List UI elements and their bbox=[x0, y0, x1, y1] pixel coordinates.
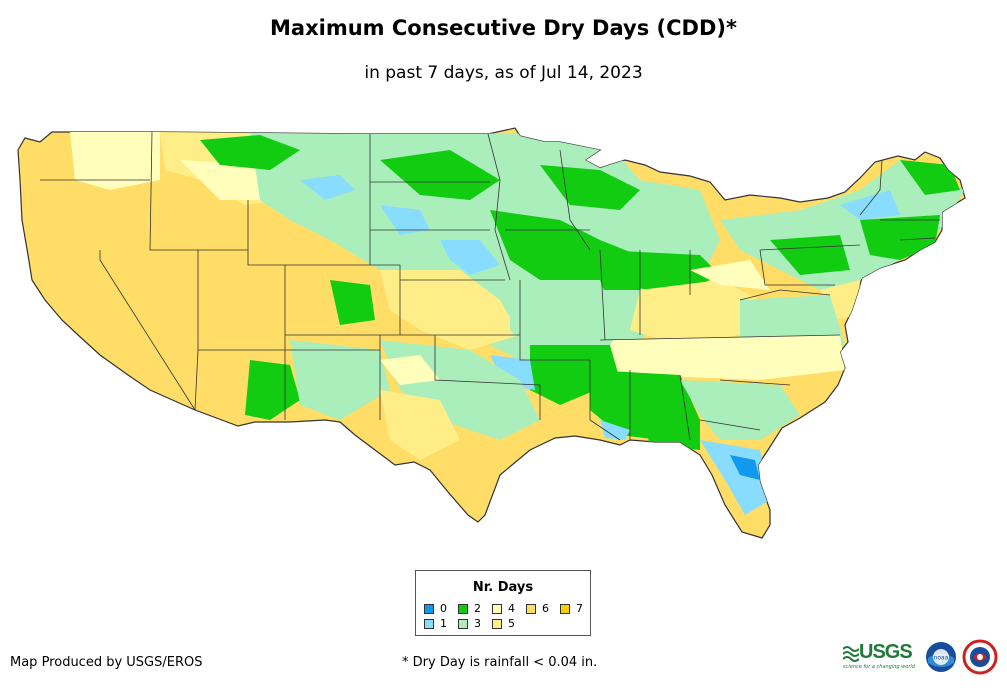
legend-label: 0 bbox=[440, 602, 447, 615]
legend-title: Nr. Days bbox=[472, 580, 534, 595]
region-5-days bbox=[380, 270, 520, 350]
legend-label: 3 bbox=[474, 617, 481, 630]
usgs-logo-text: USGS bbox=[859, 641, 913, 663]
legend-item-4: 4 bbox=[492, 603, 515, 615]
legend-item-2: 2 bbox=[458, 603, 481, 615]
legend-item-5: 5 bbox=[492, 618, 515, 630]
usgs-wave-icon bbox=[843, 646, 859, 662]
region-1-day bbox=[700, 440, 770, 515]
legend-item-0: 0 bbox=[424, 603, 447, 615]
legend-swatch bbox=[560, 604, 570, 614]
legend-swatch bbox=[492, 619, 502, 629]
region-3-days bbox=[510, 280, 620, 360]
map-title: Maximum Consecutive Dry Days (CDD)* bbox=[270, 16, 737, 40]
region-4-days bbox=[600, 335, 845, 380]
region-2-days bbox=[640, 410, 700, 450]
noaa-logo-text: noaa bbox=[934, 655, 949, 662]
noaa-logo: noaa bbox=[926, 642, 956, 672]
region-0-days bbox=[730, 455, 760, 480]
legend-item-7: 7 bbox=[560, 603, 583, 615]
region-2-days bbox=[770, 235, 850, 275]
us-cdd-map bbox=[17, 127, 966, 539]
cdd-color-regions bbox=[70, 132, 965, 515]
region-2-days bbox=[380, 150, 500, 200]
legend-swatch bbox=[424, 604, 434, 614]
region-4-days bbox=[70, 132, 160, 190]
region-2-days bbox=[900, 160, 960, 195]
region-2-days bbox=[200, 135, 300, 170]
state-borders bbox=[40, 131, 940, 441]
legend-label: 2 bbox=[474, 602, 481, 615]
region-4-days bbox=[380, 355, 440, 385]
legend-label: 5 bbox=[508, 617, 515, 630]
legend: Nr. Days 0 1 2 3 4 5 6 7 bbox=[415, 570, 591, 636]
footnote-text: * Dry Day is rainfall < 0.04 in. bbox=[402, 655, 598, 670]
legend-swatch bbox=[458, 619, 468, 629]
legend-label: 7 bbox=[576, 602, 583, 615]
region-4-days bbox=[180, 160, 270, 200]
region-1-day bbox=[380, 205, 430, 235]
region-2-days bbox=[860, 215, 940, 260]
legend-item-6: 6 bbox=[526, 603, 549, 615]
region-3-days bbox=[290, 340, 390, 420]
legend-swatch bbox=[492, 604, 502, 614]
legend-item-3: 3 bbox=[458, 618, 481, 630]
legend-item-1: 1 bbox=[424, 618, 447, 630]
credit-text: Map Produced by USGS/EROS bbox=[10, 655, 203, 670]
region-1-day bbox=[600, 420, 630, 440]
usgs-logo-tagline: science for a changing world bbox=[843, 664, 915, 670]
region-5-days bbox=[380, 390, 460, 460]
map-subtitle: in past 7 days, as of Jul 14, 2023 bbox=[364, 63, 643, 83]
region-2-days bbox=[330, 280, 375, 325]
region-1-day bbox=[840, 190, 900, 220]
region-3-days bbox=[720, 160, 965, 290]
region-2-days bbox=[540, 165, 640, 210]
legend-swatch bbox=[458, 604, 468, 614]
region-3-days bbox=[680, 380, 800, 440]
region-2-days bbox=[245, 360, 300, 420]
legend-label: 1 bbox=[440, 617, 447, 630]
legend-label: 4 bbox=[508, 602, 515, 615]
nws-logo bbox=[962, 639, 998, 675]
region-5-days bbox=[630, 280, 760, 345]
legend-label: 6 bbox=[542, 602, 549, 615]
region-4-days bbox=[690, 260, 770, 290]
region-1-day bbox=[490, 355, 535, 390]
region-1-day bbox=[440, 240, 500, 275]
legend-swatch bbox=[526, 604, 536, 614]
region-1-day bbox=[300, 175, 355, 200]
usgs-logo: USGS science for a changing world bbox=[843, 641, 919, 673]
legend-swatch bbox=[424, 619, 434, 629]
